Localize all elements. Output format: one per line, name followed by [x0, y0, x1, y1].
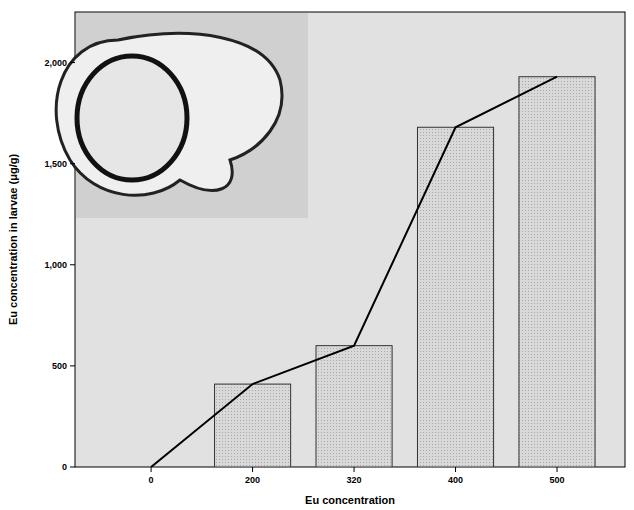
bar: [316, 346, 392, 467]
inset-yolk: [77, 56, 187, 180]
y-tick: [70, 163, 75, 164]
x-tick-label: 0: [149, 475, 154, 485]
x-tick-label: 500: [549, 475, 564, 485]
y-tick: [70, 467, 75, 468]
bar: [215, 384, 291, 467]
x-tick-label: 200: [245, 475, 260, 485]
y-tick-label: 1,000: [44, 260, 67, 270]
x-tick: [151, 467, 152, 472]
y-axis-title: Eu concentration in larvae (μg/g): [7, 154, 19, 325]
bar: [417, 127, 493, 467]
bar: [519, 77, 595, 467]
y-tick-label: 0: [62, 462, 67, 472]
y-tick: [70, 365, 75, 366]
y-tick-label: 1,500: [44, 159, 67, 169]
chart: 0 500 1,000 1,500 2,000 0 200 320 400 500 Eu conce…: [0, 0, 634, 510]
line: [151, 77, 557, 467]
y-tick-label: 500: [52, 361, 67, 371]
y-tick-label: 2,000: [44, 58, 67, 68]
x-axis-title: Eu concentration: [305, 494, 395, 506]
x-tick: [557, 467, 558, 472]
x-tick: [455, 467, 456, 472]
x-tick-label: 400: [448, 475, 463, 485]
plot-area: [75, 12, 625, 467]
inset-embryo: [56, 33, 282, 195]
x-tick: [252, 467, 253, 472]
x-tick-label: 320: [347, 475, 362, 485]
marks: [151, 77, 595, 467]
inset-image: [56, 13, 308, 218]
y-tick: [70, 264, 75, 265]
y-tick: [70, 62, 75, 63]
x-tick: [354, 467, 355, 472]
